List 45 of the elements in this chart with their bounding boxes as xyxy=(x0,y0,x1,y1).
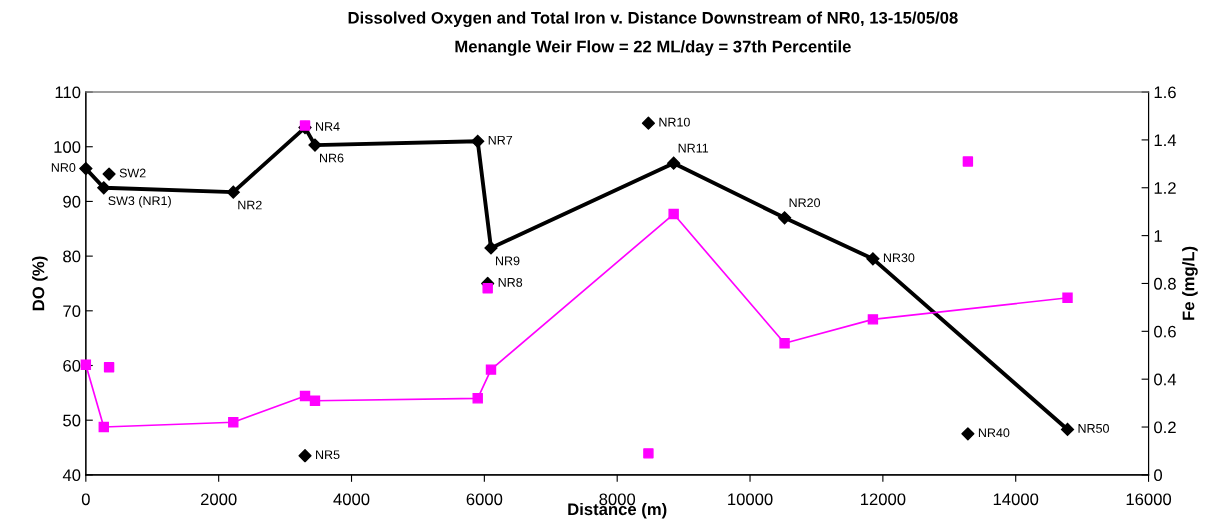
annotation: NR8 xyxy=(498,277,523,287)
y2-tick-label: 0.8 xyxy=(1154,277,1176,290)
x-tick-label: 6000 xyxy=(466,493,503,506)
y2-tick-label: 1.6 xyxy=(1154,86,1176,99)
annotation: NR20 xyxy=(789,198,821,208)
y2-axis-title: Fe (mg/L) xyxy=(1182,246,1198,320)
y-tick-label: 60 xyxy=(63,359,81,372)
annotation: SW2 xyxy=(119,168,146,178)
y2-tick-label: 0.4 xyxy=(1154,373,1177,386)
y2-tick-label: 0.6 xyxy=(1154,325,1176,338)
y-tick-label: 80 xyxy=(63,250,81,263)
x-tick-label: 0 xyxy=(81,493,90,506)
x-tick-label: 2000 xyxy=(200,493,237,506)
annotation: NR9 xyxy=(496,256,520,266)
y-tick-label: 110 xyxy=(55,86,81,99)
annotation: SW3 (NR1) xyxy=(108,195,171,208)
y2-tick-label: 0.2 xyxy=(1154,421,1176,434)
y-tick-label: 40 xyxy=(62,469,81,482)
x-tick-label: 16000 xyxy=(1126,493,1172,506)
x-tick-label: 14000 xyxy=(993,493,1039,506)
annotation: NR4 xyxy=(316,122,340,131)
annotation: NR30 xyxy=(883,253,915,263)
chart-title: Dissolved Oxygen and Total Iron v. Distance Downstream of NR0, 13-15/05/08 xyxy=(348,11,958,28)
x-tick-label: 12000 xyxy=(860,493,906,506)
x-tick-label: 4000 xyxy=(333,493,370,506)
x-tick-label: 10000 xyxy=(728,493,773,506)
annotation: NR10 xyxy=(659,117,690,127)
annotation: NR40 xyxy=(978,428,1010,438)
y2-tick-label: 1.2 xyxy=(1154,182,1176,194)
annotation: NR6 xyxy=(320,153,344,163)
chart-subtitle: Menangle Weir Flow = 22 ML/day = 37th Percentile xyxy=(455,40,851,56)
y-tick-label: 90 xyxy=(63,195,81,208)
y-axis-title: DO (%) xyxy=(32,256,48,311)
y-tick-label: 100 xyxy=(54,141,81,153)
annotation: NR5 xyxy=(316,450,340,460)
y-tick-label: 70 xyxy=(63,305,81,318)
annotation: NR0 xyxy=(51,163,76,172)
y-tick-label: 50 xyxy=(63,414,81,427)
y2-tick-label: 0 xyxy=(1154,469,1163,482)
annotation: NR7 xyxy=(488,135,513,145)
annotation: NR11 xyxy=(678,143,709,153)
y2-tick-label: 1 xyxy=(1154,230,1162,242)
y2-tick-label: 1.4 xyxy=(1154,134,1177,146)
annotation: NR50 xyxy=(1078,423,1109,433)
annotation: NR2 xyxy=(238,200,262,210)
